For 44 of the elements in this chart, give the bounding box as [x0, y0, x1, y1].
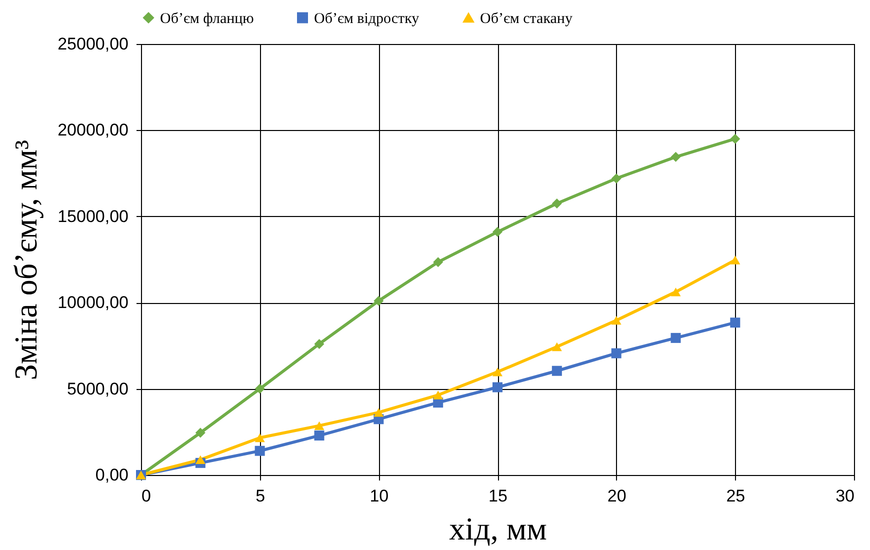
- point: [374, 296, 384, 306]
- point: [314, 430, 324, 441]
- y-tick-label: 10000,00: [58, 293, 128, 312]
- point: [195, 455, 206, 464]
- x-tick-label: 25: [726, 486, 746, 506]
- point: [433, 390, 444, 400]
- point: [254, 446, 265, 456]
- y-axis-title: Зміна об’єму, мм³: [8, 140, 44, 380]
- point: [670, 332, 681, 343]
- y-tick-label: 0,00: [95, 466, 128, 484]
- y-tick-label: 25000,00: [58, 34, 128, 54]
- legend-label: Об’єм фланцю: [160, 10, 254, 27]
- point: [552, 366, 562, 376]
- point: [195, 428, 206, 438]
- point: [730, 256, 740, 264]
- point: [670, 288, 681, 296]
- point: [314, 338, 324, 349]
- x-tick-label: 15: [488, 486, 508, 506]
- point: [374, 408, 384, 417]
- point: [730, 318, 740, 328]
- point: [611, 348, 622, 358]
- legend-label: Об’єм відростку: [314, 10, 420, 27]
- point: [492, 382, 502, 392]
- point: [730, 134, 740, 144]
- x-tick-label: 0: [142, 486, 151, 506]
- y-tick-label: 15000,00: [58, 206, 128, 226]
- x-tick-label: 30: [836, 486, 854, 506]
- point: [611, 173, 622, 184]
- x-tick-label: 10: [370, 486, 389, 506]
- x-tick-label: 20: [607, 486, 626, 506]
- point: [552, 198, 562, 208]
- point: [254, 384, 265, 394]
- point: [433, 257, 444, 268]
- legend-label: Об’єм стакану: [480, 10, 573, 27]
- y-tick-label: 20000,00: [58, 120, 128, 140]
- x-axis-title: хід, мм: [449, 510, 547, 546]
- y-tick-label: 5000,00: [67, 379, 128, 398]
- point: [254, 433, 265, 442]
- point: [552, 342, 562, 352]
- point: [611, 316, 622, 325]
- point: [670, 152, 681, 162]
- point: [314, 421, 324, 430]
- x-tick-label: 5: [256, 486, 266, 506]
- point: [492, 226, 502, 237]
